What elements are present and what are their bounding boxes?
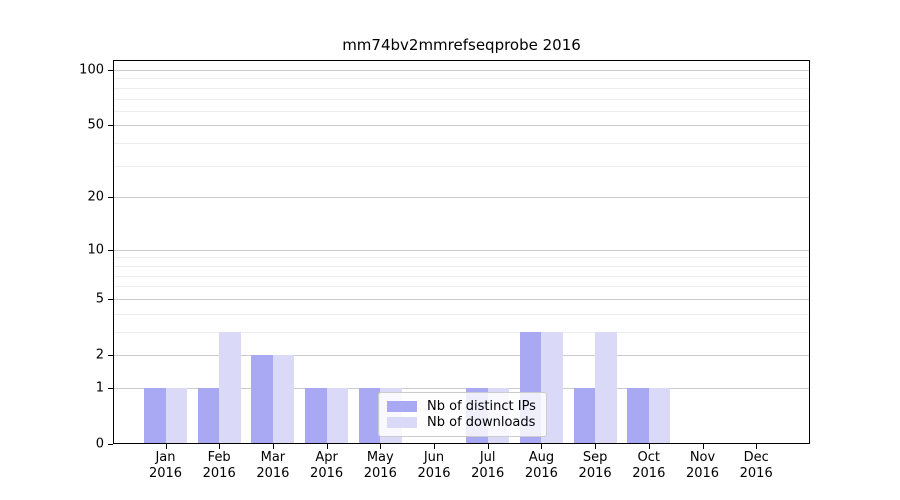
gridline-minor <box>113 286 810 288</box>
gridline-minor <box>113 78 810 80</box>
bar-distinct-ips-oct <box>627 387 649 444</box>
x-axis-tick-label: Aug 2016 <box>524 450 558 481</box>
legend-item-distinct-ips: Nb of distinct IPs <box>387 399 538 414</box>
y-axis-tick <box>108 298 113 300</box>
legend-item-downloads: Nb of downloads <box>387 415 538 430</box>
bar-distinct-ips-mar <box>251 355 273 444</box>
gridline-minor <box>113 87 810 89</box>
y-axis-tick-label: 100 <box>79 62 104 78</box>
x-axis-tick <box>272 444 274 449</box>
bar-distinct-ips-jan <box>144 387 166 444</box>
bar-downloads-apr <box>326 387 349 444</box>
x-axis-tick-label: Sep 2016 <box>578 450 612 481</box>
gridline-major <box>113 355 810 356</box>
gridline-minor <box>113 257 810 259</box>
y-axis-tick <box>108 387 113 389</box>
gridline-major <box>113 70 810 71</box>
x-axis-tick-label: Mar 2016 <box>256 450 290 481</box>
bar-downloads-feb <box>219 331 241 444</box>
y-axis-tick-label: 20 <box>87 189 104 205</box>
x-axis-tick <box>326 444 328 449</box>
gridline-minor <box>113 275 810 277</box>
x-axis-tick <box>541 444 543 449</box>
legend: Nb of distinct IPs Nb of downloads <box>378 392 547 437</box>
gridline-major <box>113 387 810 389</box>
bar-distinct-ips-sep <box>573 387 596 444</box>
y-axis-tick <box>108 355 113 356</box>
x-axis-tick-label: Jul 2016 <box>471 450 505 481</box>
gridline-major <box>113 298 810 300</box>
x-axis-tick <box>165 444 167 449</box>
chart-title: mm74bv2mmrefseqprobe 2016 <box>342 36 581 54</box>
gridline-minor <box>113 265 810 267</box>
y-axis-tick-label: 1 <box>95 380 104 396</box>
bar-downloads-jan <box>165 387 187 444</box>
legend-label-distinct-ips: Nb of distinct IPs <box>427 399 536 414</box>
x-axis-tick-label: Jan 2016 <box>148 450 183 481</box>
bar-distinct-ips-may <box>358 387 381 444</box>
gridline-minor <box>113 165 810 167</box>
y-axis-tick <box>108 249 113 251</box>
x-axis-tick-label: Oct 2016 <box>632 450 666 481</box>
x-axis-tick <box>756 444 758 449</box>
bar-downloads-mar <box>272 355 295 444</box>
gridline-minor <box>113 143 810 145</box>
y-axis-tick <box>108 125 113 127</box>
gridline-minor <box>113 98 810 100</box>
plot-frame <box>113 60 810 444</box>
x-axis-tick <box>380 444 382 449</box>
y-axis-tick-label: 5 <box>95 291 104 307</box>
legend-swatch-distinct-ips <box>387 401 417 412</box>
y-axis-tick <box>108 197 113 199</box>
bar-distinct-ips-feb <box>197 387 220 444</box>
x-axis-tick <box>595 444 597 449</box>
y-axis-tick <box>108 70 113 71</box>
x-axis-tick-label: Feb 2016 <box>202 450 236 481</box>
y-axis-tick-label: 0 <box>95 436 104 452</box>
x-axis-tick <box>487 444 489 449</box>
y-axis-tick-label: 50 <box>87 117 104 133</box>
x-axis-tick <box>434 444 435 449</box>
x-axis-tick-label: Dec 2016 <box>739 450 773 481</box>
bar-distinct-ips-apr <box>305 387 327 444</box>
x-axis-tick-label: May 2016 <box>363 450 397 481</box>
x-axis-tick-label: Jun 2016 <box>417 450 451 481</box>
x-axis-tick <box>648 444 650 449</box>
y-axis-tick <box>108 444 113 445</box>
legend-label-downloads: Nb of downloads <box>427 415 536 430</box>
bar-downloads-oct <box>648 387 671 444</box>
gridline-minor <box>113 110 810 112</box>
y-axis-tick-label: 2 <box>95 347 104 363</box>
x-axis-tick-label: Apr 2016 <box>310 450 344 481</box>
gridline-major <box>113 125 810 127</box>
bar-downloads-sep <box>595 331 617 444</box>
gridline-major <box>113 197 810 199</box>
x-axis-tick-label: Nov 2016 <box>685 450 720 481</box>
x-axis-tick <box>702 444 704 449</box>
legend-swatch-downloads <box>387 417 417 428</box>
gridline-minor <box>113 313 810 315</box>
x-axis-tick <box>219 444 221 449</box>
gridline-minor <box>113 331 810 333</box>
y-axis-tick-label: 10 <box>87 242 104 258</box>
gridline-major <box>113 249 810 251</box>
